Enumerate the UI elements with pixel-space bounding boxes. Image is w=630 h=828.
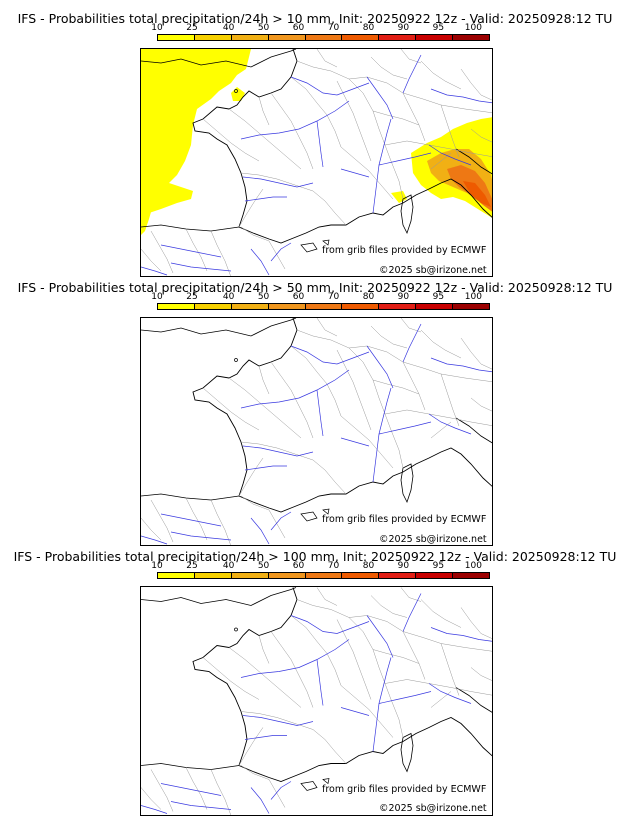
- colorbar-tick: 90: [397, 23, 410, 33]
- grib-credit: from grib files provided by ECMWF: [322, 514, 487, 525]
- colorbar: 10 25 40 50 60 70 80 90 95 100: [151, 561, 490, 583]
- colorbar-swatch: [158, 35, 195, 40]
- colorbar-swatch: [453, 304, 490, 309]
- colorbar-swatches: [157, 572, 490, 579]
- panel-100mm: IFS - Probabilities total precipitation/…: [0, 541, 630, 823]
- probability-map: from grib files provided by ECMWF ©2025 …: [140, 317, 493, 546]
- colorbar-tick: 95: [432, 23, 445, 33]
- colorbar-swatch: [305, 304, 343, 309]
- colorbar-swatch: [416, 304, 454, 309]
- colorbar-swatch: [158, 304, 195, 309]
- probability-map: from grib files provided by ECMWF ©2025 …: [140, 586, 493, 816]
- probability-area-biscay: [141, 179, 193, 213]
- colorbar-swatch: [379, 304, 417, 309]
- colorbar-tick: 60: [292, 561, 305, 571]
- colorbar-tick: 40: [222, 561, 235, 571]
- colorbar-swatch: [268, 573, 306, 578]
- colorbar-tick: 10: [151, 23, 163, 33]
- colorbar-tick: 25: [186, 23, 198, 33]
- colorbar-swatch: [305, 573, 343, 578]
- colorbar-swatch: [379, 35, 417, 40]
- colorbar-tick: 25: [186, 292, 198, 302]
- probability-area-alps-70: [463, 181, 491, 207]
- panel-10mm: IFS - Probabilities total precipitation/…: [0, 0, 630, 278]
- colorbar-swatch: [158, 573, 195, 578]
- colorbar-tick: 40: [222, 23, 235, 33]
- colorbar-swatch: [268, 304, 306, 309]
- colorbar-tick: 80: [362, 23, 375, 33]
- probability-area-corsica: [391, 191, 407, 203]
- colorbar-tick: 80: [362, 561, 375, 571]
- colorbar-tick: 80: [362, 292, 375, 302]
- map-canvas: [141, 587, 492, 815]
- probability-map: from grib files provided by ECMWF ©2025 …: [140, 48, 493, 277]
- colorbar-swatch: [194, 304, 232, 309]
- colorbar-swatch: [268, 35, 306, 40]
- colorbar-swatch: [342, 35, 380, 40]
- map-canvas: [141, 49, 492, 276]
- colorbar-tick: 40: [222, 292, 235, 302]
- colorbar: 10 25 40 50 60 70 80 90 95 100: [151, 292, 490, 314]
- colorbar-tick: 95: [432, 561, 445, 571]
- colorbar-swatch: [194, 573, 232, 578]
- colorbar-swatches: [157, 34, 490, 41]
- colorbar-swatch: [416, 35, 454, 40]
- colorbar-tick: 70: [327, 292, 340, 302]
- colorbar-tick: 10: [151, 561, 163, 571]
- colorbar-swatch: [231, 35, 269, 40]
- colorbar: 10 25 40 50 60 70 80 90 95 100: [151, 23, 490, 45]
- colorbar-swatch: [231, 304, 269, 309]
- copyright: ©2025 sb@irizone.net: [379, 265, 487, 276]
- panel-title: IFS - Probabilities total precipitation/…: [13, 549, 617, 564]
- panel-title: IFS - Probabilities total precipitation/…: [17, 11, 613, 26]
- colorbar-swatch: [231, 573, 269, 578]
- colorbar-swatches: [157, 303, 490, 310]
- copyright: ©2025 sb@irizone.net: [379, 534, 487, 545]
- probability-area-channel: [231, 87, 245, 101]
- grib-credit: from grib files provided by ECMWF: [322, 245, 487, 256]
- copyright: ©2025 sb@irizone.net: [379, 803, 487, 814]
- colorbar-tick: 25: [186, 561, 198, 571]
- colorbar-tick: 50: [257, 23, 270, 33]
- colorbar-tick: 60: [292, 23, 305, 33]
- colorbar-tick: 90: [397, 561, 410, 571]
- colorbar-tick: 70: [327, 23, 340, 33]
- colorbar-swatch: [453, 573, 490, 578]
- probability-area-north-west: [141, 49, 251, 235]
- colorbar-tick: 95: [432, 292, 445, 302]
- colorbar-swatch: [194, 35, 232, 40]
- colorbar-tick: 50: [257, 292, 270, 302]
- colorbar-swatch: [416, 573, 454, 578]
- colorbar-swatch: [379, 573, 417, 578]
- colorbar-tick: 10: [151, 292, 163, 302]
- colorbar-swatch: [342, 304, 380, 309]
- colorbar-tick: 100: [464, 561, 482, 571]
- colorbar-swatch: [342, 573, 380, 578]
- colorbar-tick: 100: [464, 23, 482, 33]
- colorbar-tick: 90: [397, 292, 410, 302]
- panel-title: IFS - Probabilities total precipitation/…: [17, 280, 613, 295]
- colorbar-swatch: [453, 35, 490, 40]
- colorbar-tick: 50: [257, 561, 270, 571]
- colorbar-tick: 100: [464, 292, 482, 302]
- colorbar-swatch: [305, 35, 343, 40]
- panel-50mm: IFS - Probabilities total precipitation/…: [0, 272, 630, 550]
- map-canvas: [141, 318, 492, 545]
- grib-credit: from grib files provided by ECMWF: [322, 784, 487, 795]
- colorbar-tick: 70: [327, 561, 340, 571]
- colorbar-tick: 60: [292, 292, 305, 302]
